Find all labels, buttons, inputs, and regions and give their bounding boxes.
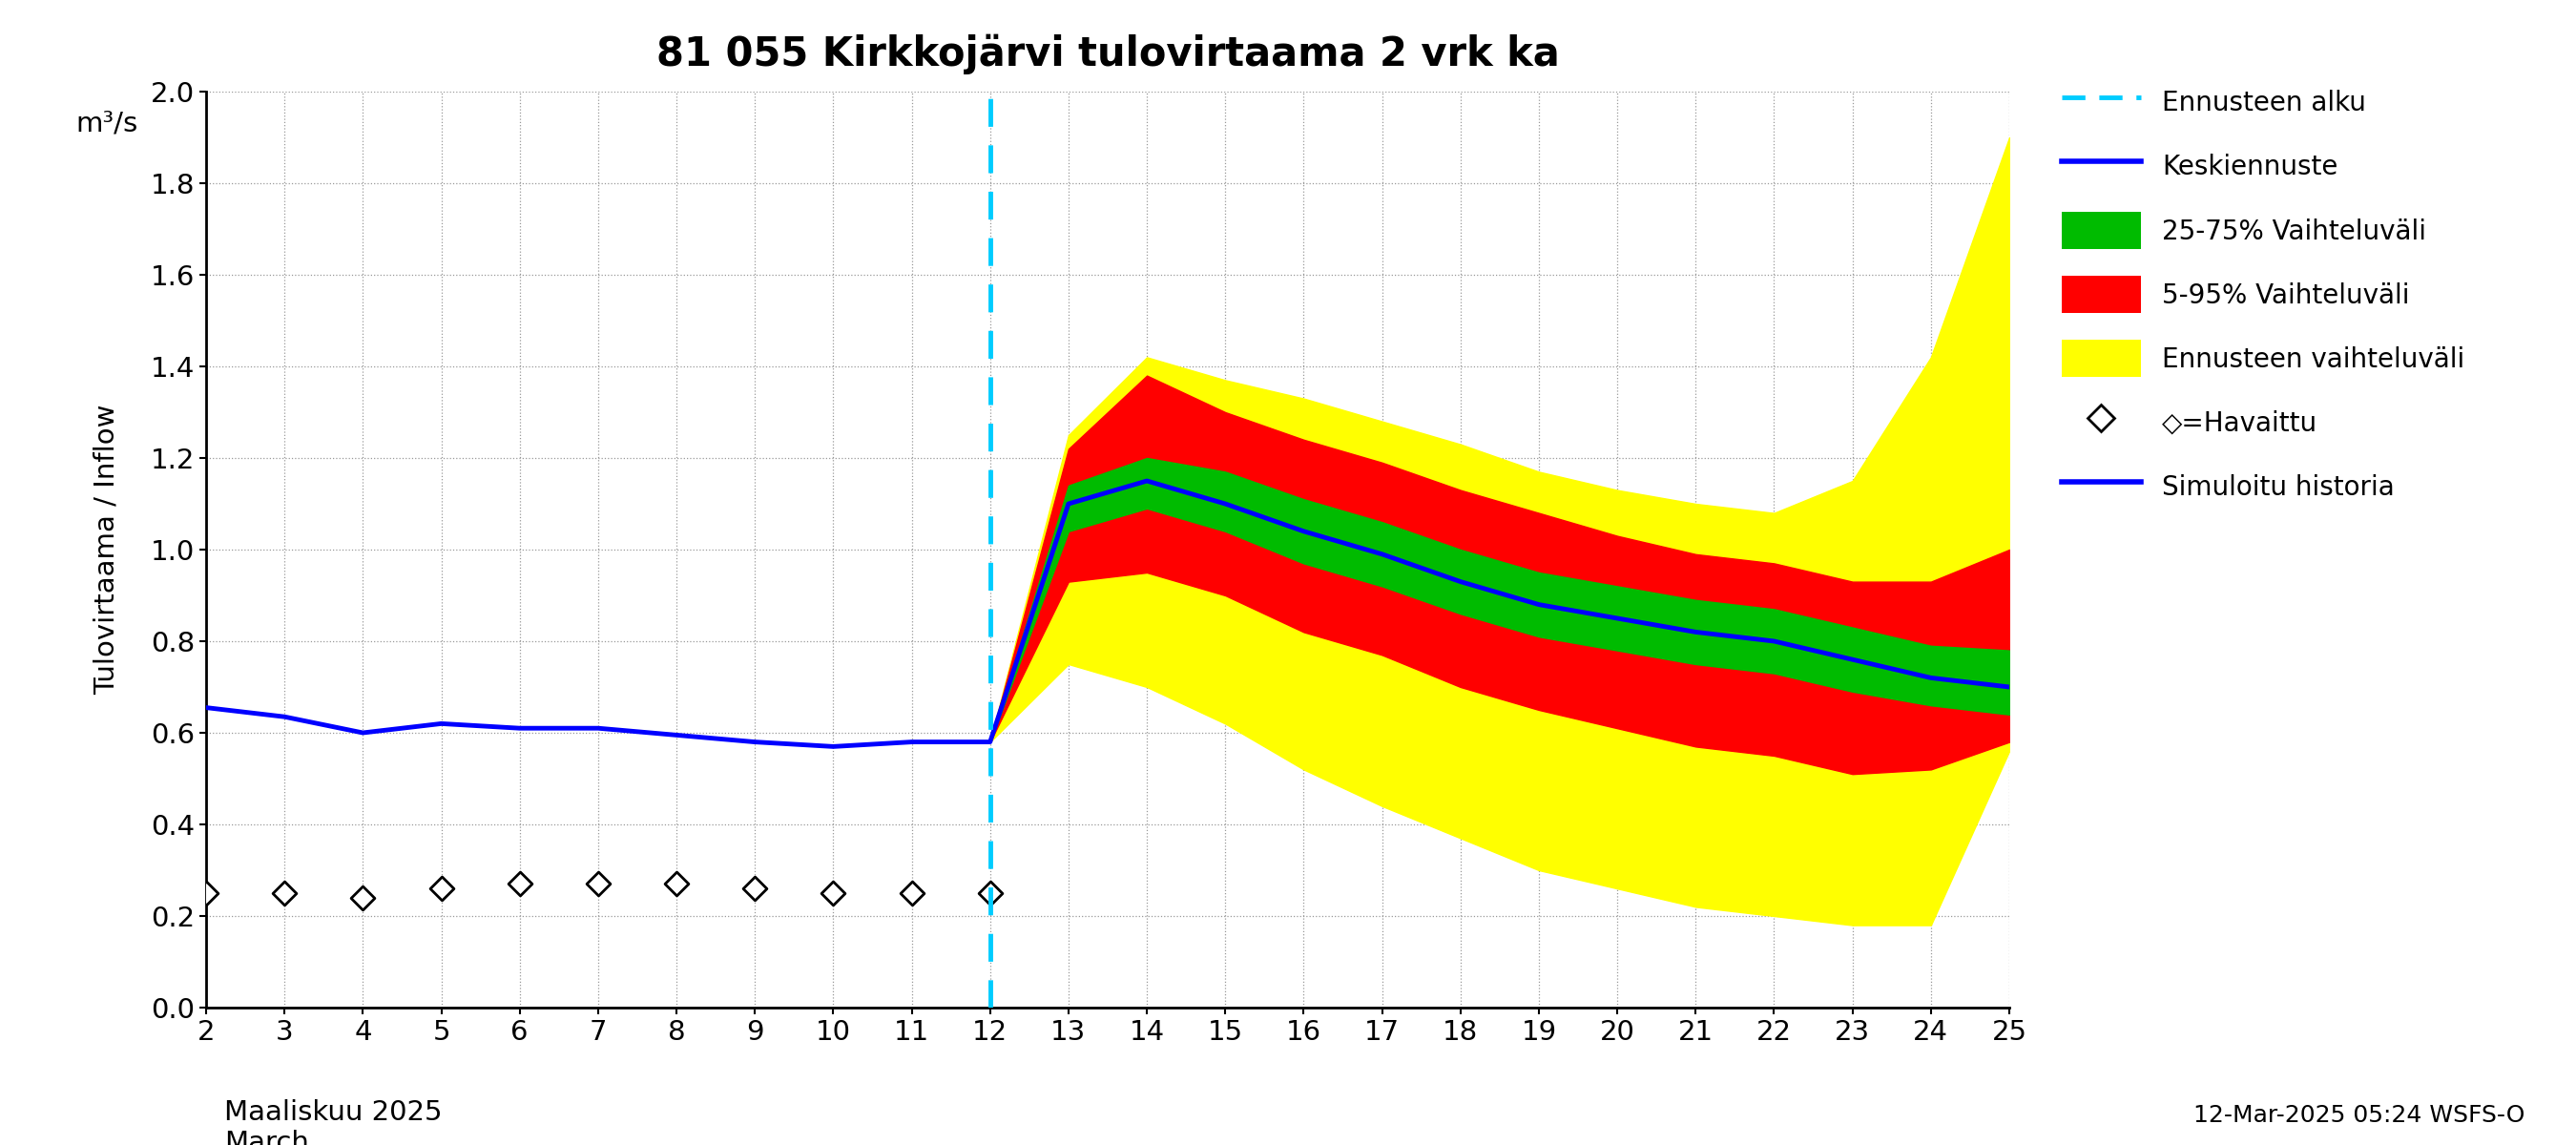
Point — [263, 884, 304, 902]
Point — [969, 884, 1010, 902]
Text: m³/s: m³/s — [75, 110, 139, 136]
Point — [891, 884, 933, 902]
Point — [185, 884, 227, 902]
Point — [577, 875, 618, 893]
Point — [657, 875, 698, 893]
Point — [734, 879, 775, 898]
Point — [420, 879, 461, 898]
Point — [500, 875, 541, 893]
Text: Maaliskuu 2025
March: Maaliskuu 2025 March — [224, 1099, 443, 1145]
Point — [811, 884, 853, 902]
Text: Tulovirtaama / Inflow: Tulovirtaama / Inflow — [93, 404, 121, 695]
Text: 12-Mar-2025 05:24 WSFS-O: 12-Mar-2025 05:24 WSFS-O — [2192, 1104, 2524, 1127]
Legend: Ennusteen alku, Keskiennuste, 25-75% Vaihteluväli, 5-95% Vaihteluväli, Ennusteen: Ennusteen alku, Keskiennuste, 25-75% Vai… — [2048, 71, 2478, 519]
Point — [343, 889, 384, 907]
Text: 81 055 Kirkkojärvi tulovirtaama 2 vrk ka: 81 055 Kirkkojärvi tulovirtaama 2 vrk ka — [657, 34, 1558, 74]
